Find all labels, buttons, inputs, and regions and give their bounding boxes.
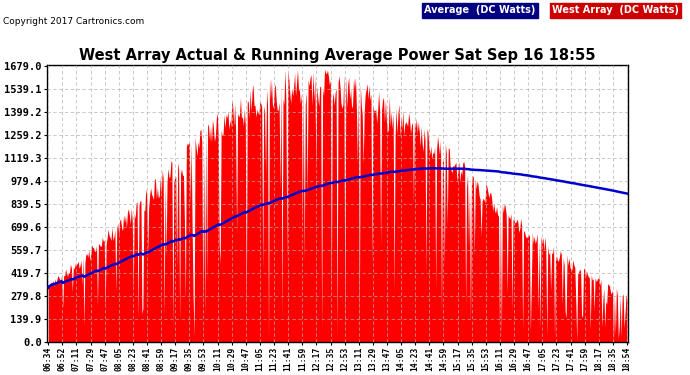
Title: West Array Actual & Running Average Power Sat Sep 16 18:55: West Array Actual & Running Average Powe… <box>79 48 596 63</box>
Text: Average  (DC Watts): Average (DC Watts) <box>424 5 535 15</box>
Text: West Array  (DC Watts): West Array (DC Watts) <box>552 5 679 15</box>
Text: Copyright 2017 Cartronics.com: Copyright 2017 Cartronics.com <box>3 17 145 26</box>
